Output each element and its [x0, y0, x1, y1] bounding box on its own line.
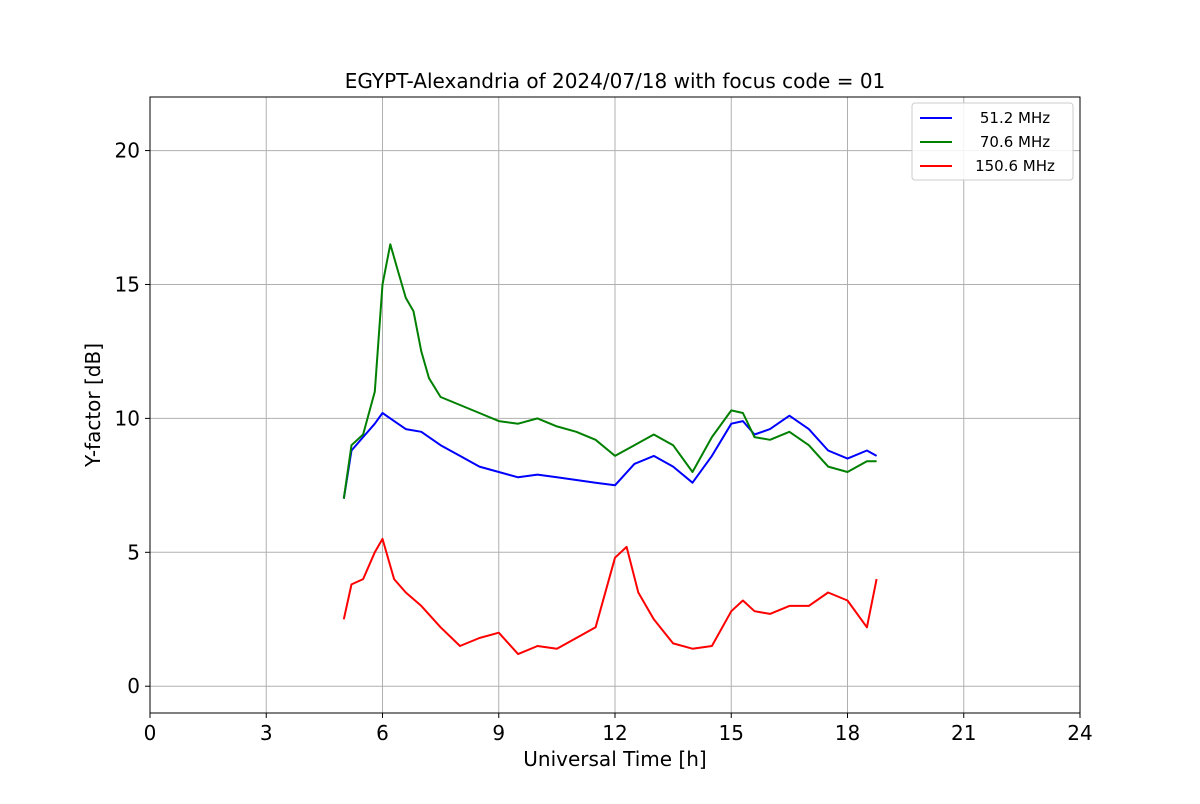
x-tick-label: 21	[951, 721, 976, 745]
y-axis: 0 5 10 15 20	[115, 139, 150, 698]
x-tick-label: 15	[719, 721, 744, 745]
x-axis-label: Universal Time [h]	[523, 747, 706, 771]
y-tick-label: 10	[115, 406, 140, 430]
x-tick-label: 12	[602, 721, 627, 745]
series-line-2	[342, 243, 877, 499]
legend: 51.2 MHz 70.6 MHz 150.6 MHz	[911, 102, 1074, 181]
x-tick-label: 6	[376, 721, 389, 745]
y-tick-label: 15	[115, 272, 140, 296]
y-tick-label: 5	[127, 540, 140, 564]
series-line-3	[342, 537, 878, 656]
x-axis: 0 3 6 9 12 15 18 21 24	[144, 713, 1093, 745]
series-layer	[342, 243, 878, 656]
y-axis-label: Y-factor [dB]	[81, 343, 105, 468]
y-tick-label: 20	[115, 139, 140, 163]
legend-label: 51.2 MHz	[980, 109, 1050, 127]
chart-title: EGYPT-Alexandria of 2024/07/18 with focu…	[345, 69, 886, 93]
x-tick-label: 18	[835, 721, 860, 745]
x-tick-label: 0	[144, 721, 157, 745]
legend-label: 70.6 MHz	[980, 133, 1050, 151]
series-line-1	[342, 412, 878, 499]
legend-label: 150.6 MHz	[975, 157, 1055, 175]
x-tick-label: 9	[492, 721, 505, 745]
y-tick-label: 0	[127, 674, 140, 698]
x-tick-label: 3	[260, 721, 273, 745]
legend-box	[911, 102, 1074, 181]
x-tick-label: 24	[1067, 721, 1092, 745]
